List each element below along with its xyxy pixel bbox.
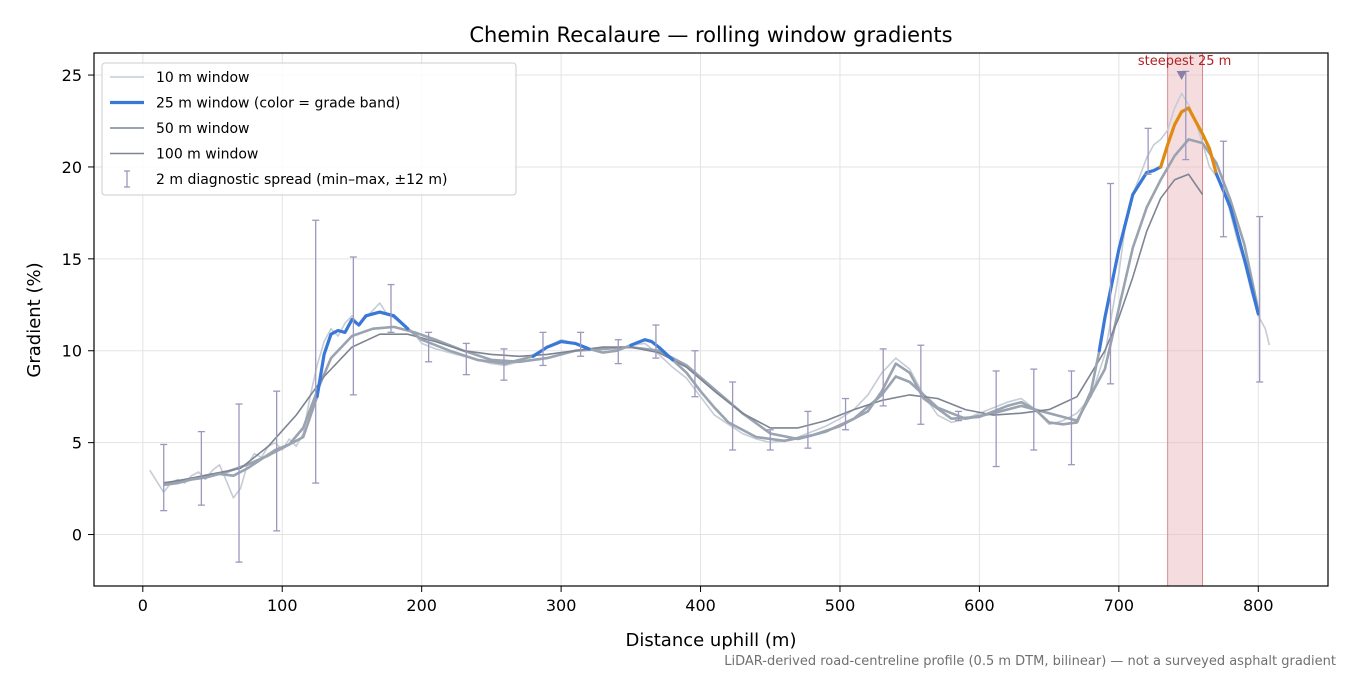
y-tick-label: 25 <box>62 66 82 85</box>
series-25m-grade-band <box>1097 165 1163 353</box>
chart-title: Chemin Recalaure — rolling window gradie… <box>469 23 952 47</box>
series-25m-grade-band <box>315 310 410 399</box>
x-tick-label: 500 <box>825 596 856 615</box>
x-tick-label: 700 <box>1104 596 1135 615</box>
series-25m-grade-band <box>1214 172 1260 316</box>
steepest-annotation: steepest 25 m <box>1138 54 1231 69</box>
annotation-layer: steepest 25 m <box>1138 54 1231 81</box>
y-tick-label: 15 <box>62 250 82 269</box>
legend-label: 100 m window <box>156 147 258 163</box>
legend-label: 25 m window (color = grade band) <box>156 96 400 112</box>
legend-box <box>101 62 517 196</box>
x-tick-label: 600 <box>964 596 995 615</box>
x-tick-label: 100 <box>267 596 298 615</box>
x-tick-label: 200 <box>406 596 437 615</box>
plot-frame <box>93 52 1329 587</box>
series-100m-line <box>163 173 1204 484</box>
x-tick-label: 0 <box>138 596 148 615</box>
y-tick-label: 20 <box>62 158 82 177</box>
legend-label: 2 m diagnostic spread (min–max, ±12 m) <box>156 172 447 188</box>
series-25m-grade-band <box>629 338 675 362</box>
errorbar-layer <box>160 70 1264 563</box>
steepest-marker <box>1176 71 1187 81</box>
y-tick-label: 5 <box>72 434 82 453</box>
x-tick-label: 300 <box>546 596 577 615</box>
series-25m-grade-band <box>1159 106 1219 176</box>
legend: 10 m window 25 m window (color = grade ba… <box>101 62 517 196</box>
x-tick-label: 800 <box>1243 596 1274 615</box>
y-tick-label: 0 <box>72 526 82 545</box>
tick-layer: 0 100 200 300 400 500 600 700 800 0 5 10 15 20 25 <box>62 66 1274 615</box>
legend-label: 50 m window <box>156 121 249 137</box>
footnote: LiDAR-derived road-centreline profile (0… <box>724 654 1336 669</box>
legend-label: 10 m window <box>156 70 249 86</box>
y-tick-label: 10 <box>62 342 82 361</box>
x-axis-label: Distance uphill (m) <box>626 630 797 651</box>
x-tick-label: 400 <box>685 596 716 615</box>
y-axis-label: Gradient (%) <box>24 262 45 377</box>
